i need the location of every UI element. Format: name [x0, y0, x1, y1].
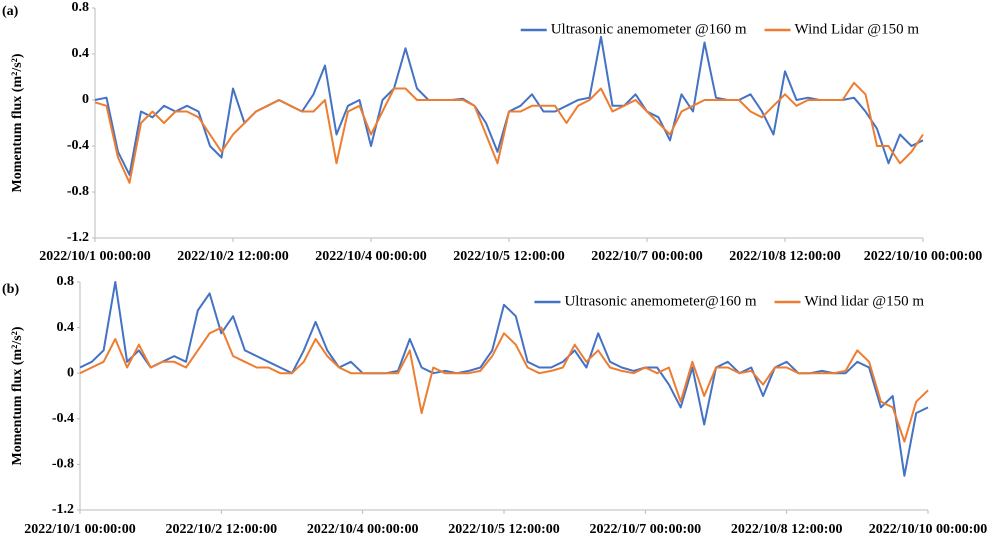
y-tick-label: 0.8 [72, 0, 90, 15]
legend-label: Wind lidar @150 m [805, 293, 925, 309]
panel-label: (b) [2, 282, 19, 297]
x-tick-label: 2022/10/10 00:00:00 [869, 522, 988, 537]
y-axis-label: Momentum flux (m²/s²) [10, 53, 25, 192]
y-tick-label: 0.8 [57, 274, 75, 289]
x-tick-label: 2022/10/4 00:00:00 [307, 522, 419, 537]
x-tick-label: 2022/10/2 12:00:00 [166, 522, 278, 537]
x-tick-label: 2022/10/2 12:00:00 [177, 249, 289, 264]
legend-label: Wind Lidar @150 m [795, 21, 920, 37]
y-tick-label: 0 [82, 92, 89, 107]
y-tick-label: 0.4 [72, 46, 90, 61]
series-line [94, 81, 924, 184]
x-tick-label: 2022/10/1 00:00:00 [39, 249, 151, 264]
y-tick-label: 0.4 [57, 320, 75, 335]
y-tick-label: -0.4 [67, 138, 89, 153]
y-tick-label: -0.4 [52, 411, 74, 426]
y-tick-label: -0.8 [52, 457, 74, 472]
y-tick-label: -1.2 [52, 502, 74, 517]
x-tick-label: 2022/10/8 12:00:00 [731, 522, 843, 537]
legend-label: Ultrasonic anemometer@160 m [564, 293, 756, 309]
y-axis-label: Momentum flux (m²/s²) [10, 326, 25, 465]
y-tick-label: -0.8 [67, 184, 89, 199]
x-tick-label: 2022/10/5 12:00:00 [453, 249, 565, 264]
y-tick-label: -1.2 [67, 230, 89, 245]
x-tick-label: 2022/10/8 12:00:00 [729, 249, 841, 264]
legend-label: Ultrasonic anemometer @160 m [551, 21, 747, 37]
panel-label: (a) [2, 4, 19, 19]
y-tick-label: 0 [67, 365, 74, 380]
series-line [79, 326, 929, 443]
x-tick-label: 2022/10/4 00:00:00 [315, 249, 427, 264]
x-tick-label: 2022/10/5 12:00:00 [448, 522, 560, 537]
x-tick-label: 2022/10/7 00:00:00 [590, 522, 702, 537]
series-line [94, 35, 924, 176]
x-tick-label: 2022/10/10 00:00:00 [864, 249, 983, 264]
x-tick-label: 2022/10/7 00:00:00 [591, 249, 703, 264]
series-line [79, 281, 929, 477]
x-tick-label: 2022/10/1 00:00:00 [24, 522, 136, 537]
